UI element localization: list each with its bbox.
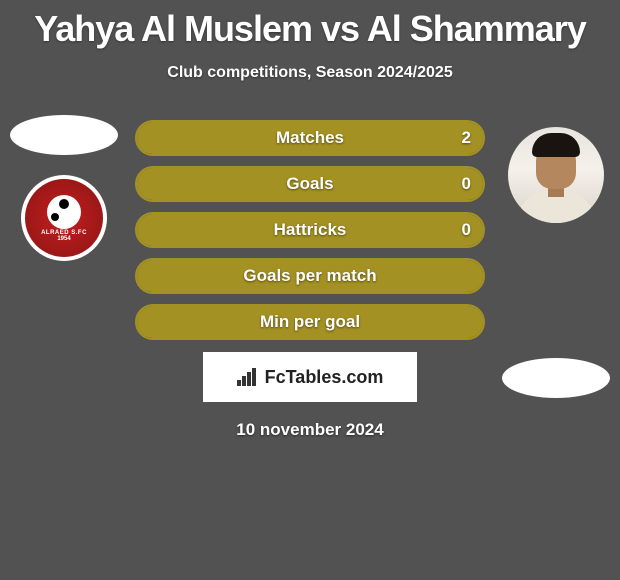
left-player-photo-placeholder	[10, 115, 118, 155]
club-logo-inner: ALRAED S.FC 1954	[25, 179, 103, 257]
stat-label: Goals per match	[137, 266, 483, 286]
stat-label: Min per goal	[137, 312, 483, 332]
stat-row: Goals 0	[135, 166, 485, 202]
stat-label: Matches	[137, 128, 483, 148]
snapshot-date: 10 november 2024	[135, 420, 485, 440]
stat-right-value: 0	[462, 220, 471, 240]
stat-row: Goals per match	[135, 258, 485, 294]
right-player-photo	[508, 127, 604, 223]
stat-label: Hattricks	[137, 220, 483, 240]
stat-right-value: 0	[462, 174, 471, 194]
club-logo-year: 1954	[57, 236, 70, 242]
stat-row: Hattricks 0	[135, 212, 485, 248]
stat-right-value: 2	[462, 128, 471, 148]
bar-chart-icon	[237, 368, 259, 386]
watermark: FcTables.com	[203, 352, 417, 402]
left-player-column: ALRAED S.FC 1954	[8, 115, 120, 261]
stat-row: Matches 2	[135, 120, 485, 156]
page-subtitle: Club competitions, Season 2024/2025	[0, 64, 620, 82]
right-player-column	[500, 115, 612, 398]
watermark-text: FcTables.com	[265, 367, 384, 388]
stat-row: Min per goal	[135, 304, 485, 340]
soccer-ball-icon	[47, 195, 81, 229]
stats-panel: Matches 2 Goals 0 Hattricks 0 Goals per …	[135, 120, 485, 440]
player-hair-shape	[532, 133, 580, 157]
right-club-logo-placeholder	[502, 358, 610, 398]
stat-label: Goals	[137, 174, 483, 194]
left-club-logo: ALRAED S.FC 1954	[21, 175, 107, 261]
page-title: Yahya Al Muslem vs Al Shammary	[0, 0, 620, 50]
